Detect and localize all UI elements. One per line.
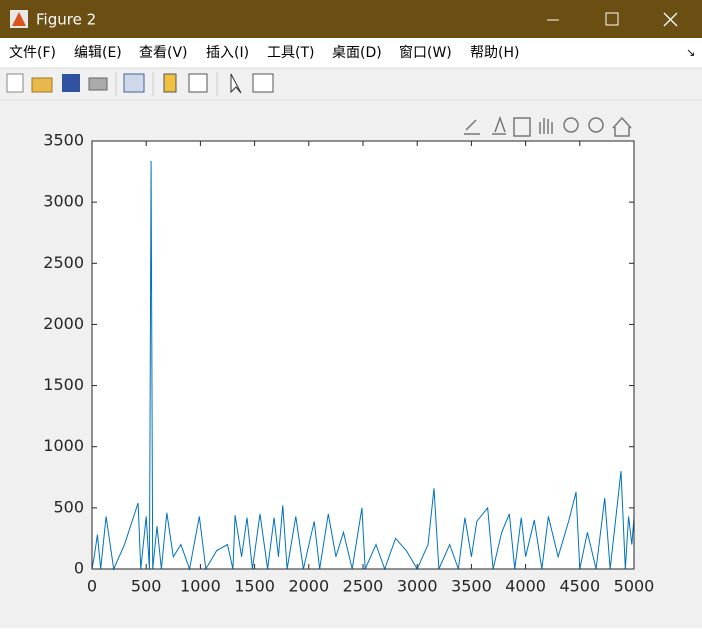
y-tick-label: 3500	[43, 131, 84, 150]
menu-item[interactable]: 桌面(D)	[332, 45, 382, 61]
y-tick-label: 1500	[43, 375, 84, 394]
plot-area	[92, 141, 634, 569]
y-tick-label: 0	[74, 559, 84, 578]
legend-button[interactable]	[188, 73, 208, 93]
y-tick-label: 2500	[43, 253, 84, 272]
zoom-in-button[interactable]	[563, 117, 579, 133]
inspector-button[interactable]	[252, 73, 274, 93]
x-tick-label: 500	[131, 577, 162, 596]
menu-item[interactable]: 编辑(E)	[74, 45, 122, 61]
link-button[interactable]	[123, 73, 145, 93]
menu-item[interactable]: 查看(V)	[139, 45, 188, 61]
x-tick-label: 2500	[343, 577, 384, 596]
data-tip-button[interactable]	[492, 115, 506, 135]
colorbar-button[interactable]	[163, 73, 177, 93]
save-button[interactable]	[62, 74, 80, 92]
data-line	[91, 161, 635, 571]
legend-toggle[interactable]	[513, 117, 531, 137]
open-button[interactable]	[31, 77, 53, 93]
edit-button[interactable]	[230, 73, 242, 94]
menu-group: 文件(F) 编辑(E) 查看(V) 插入(I) 工具(T) 桌面(D) 窗口(W) 帮助(H)	[9, 44, 519, 61]
maximize-button[interactable]	[605, 12, 619, 26]
pan-button[interactable]	[539, 118, 553, 134]
menu-item[interactable]: 文件(F)	[9, 45, 56, 61]
menu-bar	[0, 38, 702, 68]
axes-box	[91, 140, 635, 570]
x-tick-label: 4000	[505, 577, 546, 596]
x-tick-label: 3500	[451, 577, 492, 596]
menu-item[interactable]: 帮助(H)	[470, 45, 519, 61]
x-tick-label: 2000	[288, 577, 329, 596]
app-icon-shape	[12, 12, 26, 26]
x-tick-label: 5000	[614, 577, 655, 596]
menu-item[interactable]: 插入(I)	[206, 45, 249, 61]
home-button[interactable]	[612, 116, 632, 137]
print-button[interactable]	[88, 77, 108, 91]
y-tick-label: 1000	[43, 436, 84, 455]
x-tick-label: 1500	[234, 577, 275, 596]
x-tick-label: 0	[87, 577, 97, 596]
y-tick-label: 3000	[43, 192, 84, 211]
toolbar	[6, 72, 274, 96]
title-bar	[0, 0, 702, 38]
menu-item[interactable]: 窗口(W)	[399, 44, 452, 61]
y-tick-label: 500	[53, 497, 84, 516]
close-button[interactable]	[663, 12, 678, 27]
x-tick-label: 1000	[180, 577, 221, 596]
axes-toolbar	[464, 115, 632, 137]
new-button[interactable]	[6, 73, 24, 93]
zoom-out-button[interactable]	[588, 117, 604, 133]
menu-item[interactable]: 工具(T)	[267, 45, 314, 61]
window-title: Figure 2	[36, 11, 96, 29]
x-tick-label: 3000	[397, 577, 438, 596]
brush-button[interactable]	[464, 119, 480, 135]
menu-more[interactable]: ↘	[686, 46, 695, 59]
x-tick-label: 4500	[559, 577, 600, 596]
y-tick-label: 2000	[43, 314, 84, 333]
